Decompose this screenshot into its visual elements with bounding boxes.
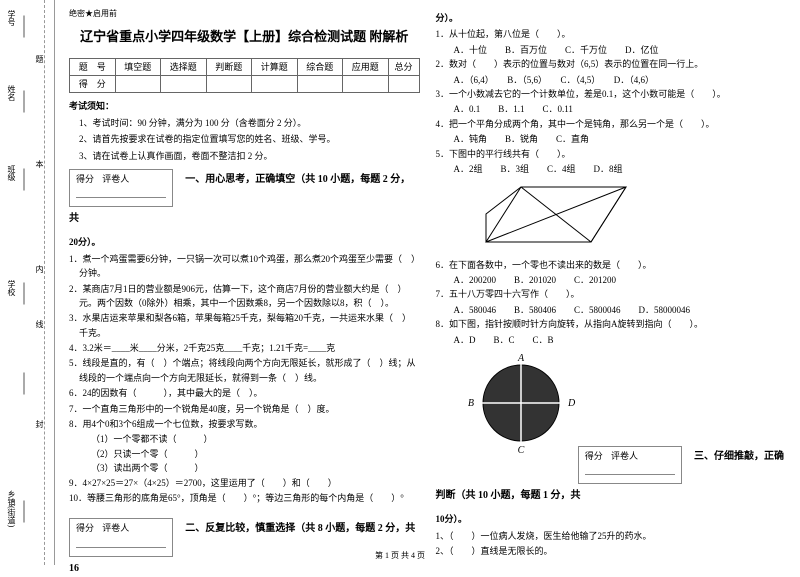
q2-6-opt: A．200200 B．201020 C．201200 [436, 273, 787, 287]
reviewer-label: 评卷人 [102, 174, 129, 184]
margin-label-id: 学号 [6, 10, 17, 26]
q2-3-opt: A．0.1 B．1.1 C．0.11 [436, 102, 787, 116]
q2-8-opt: A．D B．C C．B [436, 333, 787, 347]
th: 判断题 [206, 58, 252, 75]
scorer-box: 得分 评卷人 [578, 446, 682, 484]
td [206, 75, 252, 92]
td [161, 75, 207, 92]
q2-8: 8．如下图，指针按顺时针方向旋转，从指向A旋转到指向（ ）。 [436, 317, 787, 331]
margin-label-name: 姓名 [6, 85, 17, 101]
section-1-cont: 20分）。 [69, 235, 420, 249]
q2-5-opt: A．2组 B．3组 C．4组 D．8组 [436, 162, 787, 176]
margin-label-school: 学校 [6, 280, 17, 296]
notice-item: 3、请在试卷上认真作画面，卷面不整洁扣 2 分。 [79, 149, 420, 163]
td [388, 75, 419, 92]
column-right: 分）。 1．从十位起，第八位是（ ）。 A．十位 B．百万位 C．千万位 D．亿… [428, 4, 795, 561]
margin-line [24, 501, 25, 523]
th: 填空题 [115, 58, 161, 75]
q1-8a: （1）一个零都不读（ ） [69, 432, 420, 446]
notice-item: 2、请首先按要求在试卷的指定位置填写您的姓名、班级、学号。 [79, 132, 420, 146]
q1-8b: （2）只读一个零（ ） [69, 447, 420, 461]
q2-1-opt: A．十位 B．百万位 C．千万位 D．亿位 [436, 43, 787, 57]
td [297, 75, 343, 92]
q1-7: 7．一个直角三角形中的一个锐角是40度，另一个锐角是（ ）度。 [69, 402, 420, 416]
q1-1: 1．煮一个鸡蛋需要6分钟，一只锅一次可以煮10个鸡蛋，那么煮20个鸡蛋至少需要（… [69, 252, 420, 281]
td [252, 75, 298, 92]
rhombus-figure [466, 182, 646, 247]
binding-margin: 学号 姓名 班级 学校 乡镇(街道) 题 本 内 线 封 [0, 0, 55, 565]
q1-8c: （3）读出两个零（ ） [69, 461, 420, 475]
q3-1: 1、（ ）一位病人发烧，医生给他输了25升的药水。 [436, 529, 787, 543]
score-label: 得分 [76, 174, 94, 184]
q1-4: 4．3.2米＝____米____分米，2千克25克____千克；1.21千克=_… [69, 341, 420, 355]
score-line [76, 186, 166, 198]
q2-7: 7．五十八万零四十六写作（ ）。 [436, 287, 787, 301]
score-line [76, 536, 166, 548]
q2-4-opt: A．钝角 B．锐角 C．直角 [436, 132, 787, 146]
main-content: 绝密★启用前 辽宁省重点小学四年级数学【上册】综合检测试题 附解析 题 号 填空… [55, 0, 800, 565]
q2-4: 4．把一个平角分成两个角，其中一个是钝角，那么另一个是（ ）。 [436, 117, 787, 131]
th: 应用题 [343, 58, 389, 75]
q1-6: 6．24的因数有（ ），其中最大的是（ ）。 [69, 386, 420, 400]
q2-2: 2．数对（ ）表示的位置与数对（6,5）表示的位置在同一行上。 [436, 57, 787, 71]
label-d: D [567, 398, 576, 409]
q2-5: 5．下图中的平行线共有（ ）。 [436, 147, 787, 161]
score-table: 题 号 填空题 选择题 判断题 计算题 综合题 应用题 总分 得 分 [69, 58, 420, 94]
section-2-cont: 分）。 [436, 11, 787, 25]
q1-3: 3．水果店运来苹果和梨各6箱，苹果每箱25千克，梨每箱20千克，一共运来水果（ … [69, 311, 420, 340]
label-b: B [467, 398, 473, 409]
fold-line [44, 0, 45, 565]
q2-7-opt: A．580046 B．580406 C．5800046 D．58000046 [436, 303, 787, 317]
th: 题 号 [70, 58, 116, 75]
td [343, 75, 389, 92]
q1-10: 10．等腰三角形的底角是65°，顶角是（ ）°；等边三角形的每个内角是（ ）° [69, 491, 420, 505]
q1-5: 5．线段是直的，有（ ）个端点；将线段向两个方向无限延长，就形成了（ ）线；从线… [69, 356, 420, 385]
q1-2: 2．某商店7月1日的营业额是906元，估算一下，这个商店7月份的营业额大约是（ … [69, 282, 420, 311]
exam-title: 辽宁省重点小学四年级数学【上册】综合检测试题 附解析 [69, 27, 420, 48]
section-3-cont: 10分）。 [436, 512, 787, 526]
reviewer-label: 评卷人 [102, 523, 129, 533]
notice-item: 1、考试时间：90 分钟，满分为 100 分（含卷面分 2 分）。 [79, 116, 420, 130]
score-line [585, 463, 675, 475]
q1-9: 9．4×27×25＝27×（4×25）＝2700，这里运用了（ ）和（ ） [69, 476, 420, 490]
td: 得 分 [70, 75, 116, 92]
score-label: 得分 [76, 523, 94, 533]
margin-line [24, 16, 25, 38]
page-footer: 第 1 页 共 4 页 [0, 550, 800, 561]
q2-1: 1．从十位起，第八位是（ ）。 [436, 27, 787, 41]
th: 综合题 [297, 58, 343, 75]
notice-heading: 考试须知： [69, 99, 420, 113]
confidential-tag: 绝密★启用前 [69, 8, 420, 21]
q2-6: 6．在下面各数中，一个零也不读出来的数是（ ）。 [436, 258, 787, 272]
th: 总分 [388, 58, 419, 75]
reviewer-label: 评卷人 [611, 451, 638, 461]
th: 选择题 [161, 58, 207, 75]
margin-line [24, 91, 25, 113]
q2-2-opt: A．（6,4） B．（5,6） C．（4,5） D．（4,6） [436, 73, 787, 87]
scorer-box: 得分 评卷人 [69, 169, 173, 207]
margin-line [24, 373, 25, 395]
label-c: C [517, 445, 524, 453]
label-a: A [516, 353, 524, 364]
column-left: 绝密★启用前 辽宁省重点小学四年级数学【上册】综合检测试题 附解析 题 号 填空… [61, 4, 428, 561]
td [115, 75, 161, 92]
margin-line [24, 169, 25, 191]
margin-line [24, 283, 25, 305]
margin-label-class: 班级 [6, 165, 17, 181]
score-label: 得分 [585, 451, 603, 461]
th: 计算题 [252, 58, 298, 75]
q2-3: 3．一个小数减去它的一个计数单位，差是0.1，这个小数可能是（ ）。 [436, 87, 787, 101]
q1-8: 8．用4个0和3个6组成一个七位数，按要求写数。 [69, 417, 420, 431]
circle-figure: A B C D [466, 353, 576, 453]
margin-label-town: 乡镇(街道) [6, 490, 17, 527]
